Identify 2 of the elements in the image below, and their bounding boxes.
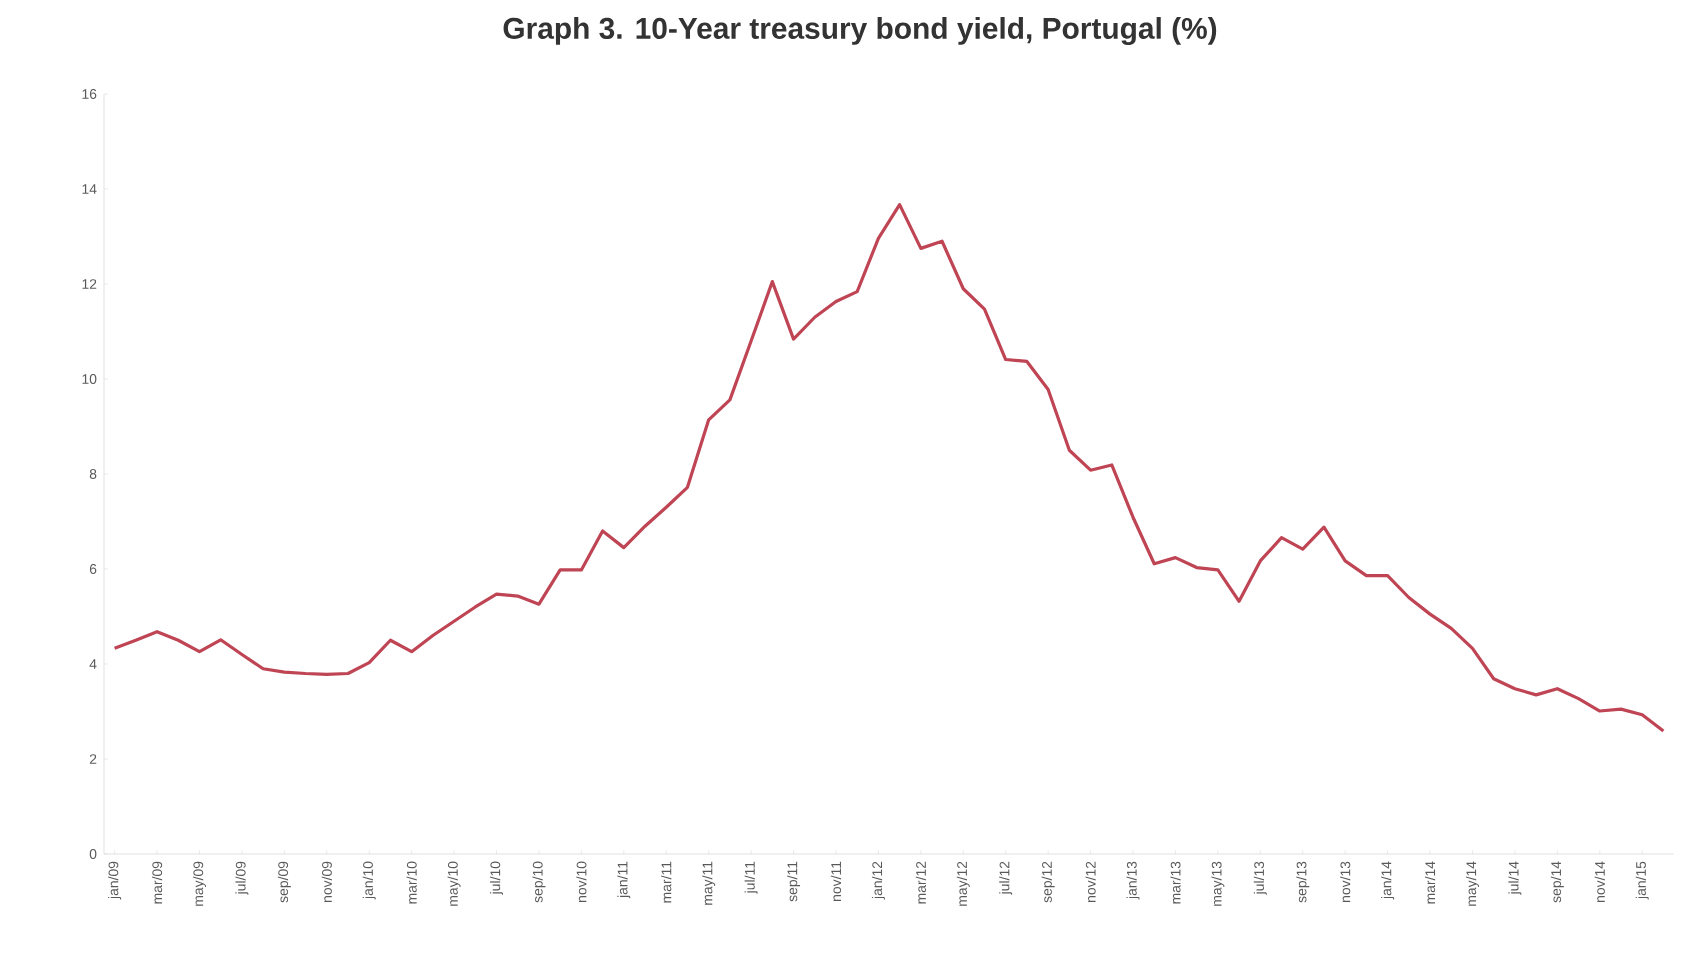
chart-title: Graph 3. 10-Year treasury bond yield, Portugal (%) (503, 17, 1217, 46)
line-series (113, 203, 1666, 733)
